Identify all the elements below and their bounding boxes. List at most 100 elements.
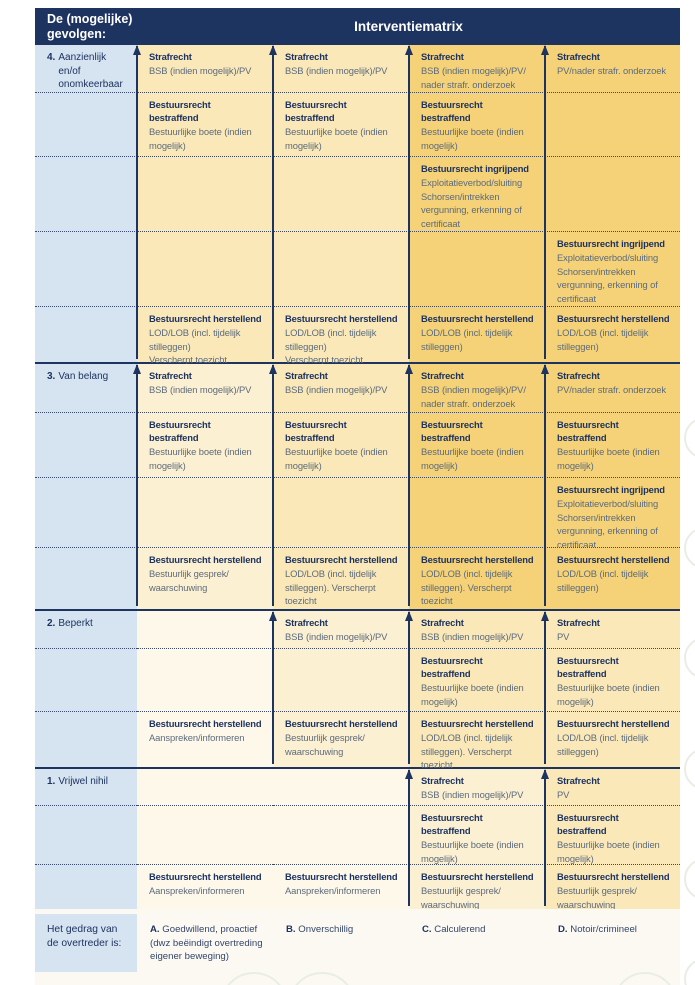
decorative-circle [684, 748, 695, 790]
intervention-detail: LOD/LOB (incl. tijdelijk stilleggen) [557, 327, 649, 352]
intervention-detail: Bestuurlijke boete (indien mogelijk) [149, 446, 252, 471]
row-label-filler [35, 864, 137, 909]
intervention-title: Strafrecht [285, 617, 328, 628]
intervention-detail: Bestuurlijke boete (indien mogelijk) [285, 446, 388, 471]
matrix-cell: Strafrecht BSB (indien mogelijk)/PV [273, 364, 409, 412]
row-label-text: Van belang [58, 371, 109, 382]
severity-row-3: 3. Van belang Strafrecht BSB (indien mogeli… [35, 364, 680, 609]
intervention-title: Strafrecht [285, 51, 328, 62]
intervention-detail: LOD/LOB (incl. tijdelijk stilleggen). Ve… [421, 568, 513, 606]
row-label-filler [35, 648, 137, 711]
intervention-detail: LOD/LOB (incl. tijdelijk stilleggen). Ve… [421, 732, 513, 770]
intervention-title: Strafrecht [557, 617, 600, 628]
matrix-cell: Bestuursrecht bestraffend Bestuurlijke bo… [409, 805, 545, 864]
row-divider [35, 362, 680, 364]
intervention-title: Bestuursrecht herstellend [557, 554, 670, 565]
matrix-cell: Bestuursrecht herstellend Aanspreken/info… [137, 711, 273, 767]
row-label-filler [35, 306, 137, 362]
intervention-title: Strafrecht [557, 775, 600, 786]
intervention-title: Bestuursrecht bestraffend [149, 419, 211, 443]
decorative-circle [684, 958, 695, 985]
intervention-title: Bestuursrecht herstellend [421, 871, 534, 882]
row-label-text: Beperkt [58, 618, 93, 629]
intervention-detail: Bestuurlijke boete (indien mogelijk) [421, 446, 524, 471]
intervention-detail: LOD/LOB (incl. tijdelijk stilleggen). Ve… [285, 568, 377, 606]
behavior-letter: D. [558, 924, 568, 935]
intervention-title: Bestuursrecht bestraffend [557, 655, 619, 679]
row-number: 4. [47, 52, 56, 63]
intervention-detail: Bestuurlijk gesprek/ waarschuwing [285, 732, 365, 757]
matrix-cell: Bestuursrecht bestraffend Bestuurlijke bo… [409, 412, 545, 477]
row-label-filler [35, 711, 137, 767]
intervention-detail: Bestuurlijke boete (indien mogelijk) [285, 126, 388, 151]
intervention-detail: PV [557, 789, 570, 800]
intervention-title: Bestuursrecht bestraffend [421, 812, 483, 836]
behavior-footer: Het gedrag van de overtreder is: A. Goed… [35, 909, 680, 985]
matrix-cell: Bestuursrecht herstellend LOD/LOB (incl. … [409, 711, 545, 770]
matrix-cell-empty [273, 805, 409, 864]
intervention-detail: Aanspreken/informeren [149, 885, 245, 896]
intervention-detail: BSB (indien mogelijk)/PV/ nader strafr. … [421, 65, 526, 90]
matrix-cell: Strafrecht PV [545, 611, 680, 648]
intervention-detail: BSB (indien mogelijk)/PV [421, 789, 524, 800]
intervention-title: Bestuursrecht bestraffend [285, 419, 347, 443]
intervention-title: Bestuursrecht herstellend [149, 313, 262, 324]
intervention-title: Bestuursrecht herstellend [285, 718, 398, 729]
decorative-circle [684, 858, 695, 900]
header-consequences-title: De (mogelijke) gevolgen: [47, 12, 133, 41]
intervention-title: Strafrecht [421, 617, 464, 628]
matrix-cell: Bestuursrecht herstellend LOD/LOB (incl. … [273, 306, 409, 365]
behavior-letter: B. [286, 924, 296, 935]
matrix-cell: Bestuursrecht bestraffend Bestuurlijke bo… [545, 412, 680, 477]
row-label-filler [35, 156, 137, 231]
matrix-cell: Bestuursrecht herstellend LOD/LOB (incl. … [545, 547, 680, 609]
intervention-title: Bestuursrecht bestraffend [285, 99, 347, 123]
matrix-cell: Strafrecht BSB (indien mogelijk)/PV [273, 45, 409, 92]
matrix-cell: Strafrecht BSB (indien mogelijk)/PV [137, 45, 273, 92]
up-arrow-icon [268, 364, 277, 606]
intervention-title: Bestuursrecht herstellend [285, 554, 398, 565]
matrix-cell-empty [137, 231, 273, 306]
intervention-detail: Exploitatieverbod/sluiting Schorsen/intr… [557, 252, 659, 304]
matrix-cell-empty [137, 769, 273, 805]
matrix-cell: Bestuursrecht ingrijpend Exploitatieverbo… [545, 231, 680, 306]
behavior-letter: C. [422, 924, 432, 935]
up-arrow-icon [404, 769, 413, 906]
intervention-title: Bestuursrecht herstellend [557, 718, 670, 729]
intervention-detail: Bestuurlijke boete (indien mogelijk) [557, 682, 660, 707]
behavior-item-c: C. Calculerend [409, 909, 545, 985]
row-label-filler [35, 547, 137, 609]
intervention-title: Strafrecht [149, 51, 192, 62]
row-label-text: Vrijwel nihil [58, 776, 108, 787]
matrix-cell-empty [545, 92, 680, 156]
matrix-cell: Bestuursrecht herstellend LOD/LOB (incl. … [273, 547, 409, 609]
matrix-cell-empty [409, 477, 545, 547]
up-arrow-icon [404, 45, 413, 359]
matrix-cell-empty [545, 156, 680, 231]
matrix-cell: Bestuursrecht bestraffend Bestuurlijke bo… [409, 92, 545, 156]
row-number: 2. [47, 618, 56, 629]
intervention-detail: LOD/LOB (incl. tijdelijk stilleggen) [557, 732, 649, 757]
matrix-cell-empty [137, 805, 273, 864]
intervention-title: Strafrecht [421, 775, 464, 786]
intervention-title: Bestuursrecht herstellend [421, 718, 534, 729]
intervention-detail: Bestuurlijke boete (indien mogelijk) [557, 839, 660, 864]
behavior-item-b: B. Onverschillig [273, 909, 409, 985]
intervention-title: Bestuursrecht herstellend [421, 554, 534, 565]
row-label-filler [35, 231, 137, 306]
intervention-title: Bestuursrecht bestraffend [421, 99, 483, 123]
intervention-title: Bestuursrecht herstellend [149, 718, 262, 729]
row-label-filler [35, 92, 137, 156]
matrix-cell: Bestuursrecht bestraffend Bestuurlijke bo… [545, 648, 680, 711]
matrix-cell: Bestuursrecht herstellend Bestuurlijk ges… [273, 711, 409, 767]
matrix-cell: Bestuursrecht ingrijpend Exploitatieverbo… [545, 477, 680, 550]
intervention-detail: BSB (indien mogelijk)/PV [285, 65, 388, 76]
matrix-cell: Strafrecht BSB (indien mogelijk)/PV [273, 611, 409, 648]
matrix-cell-empty [273, 769, 409, 805]
matrix-cell: Bestuursrecht ingrijpend Exploitatieverbo… [409, 156, 545, 231]
up-arrow-icon [268, 611, 277, 764]
row-label-filler [35, 805, 137, 864]
matrix-cell-empty [273, 156, 409, 231]
intervention-detail: Aanspreken/informeren [149, 732, 245, 743]
intervention-title: Bestuursrecht herstellend [557, 871, 670, 882]
